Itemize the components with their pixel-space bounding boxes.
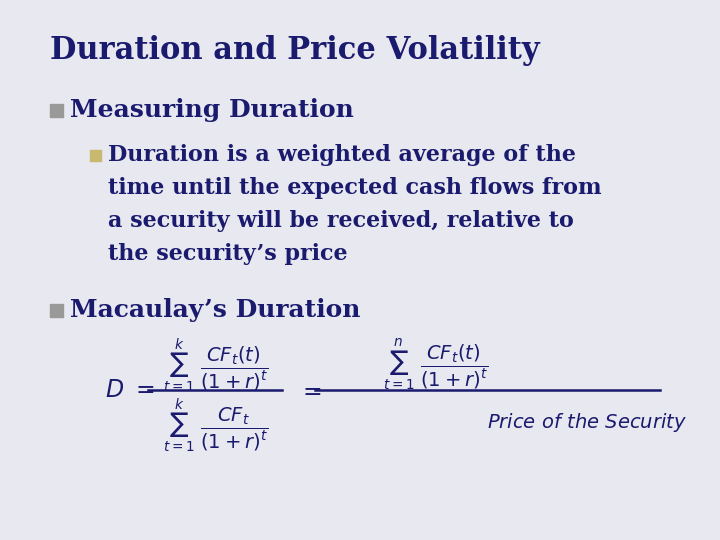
Bar [50, 104, 63, 117]
Text: Macaulay’s Duration: Macaulay’s Duration [70, 298, 361, 322]
Bar [90, 150, 101, 160]
Text: Measuring Duration: Measuring Duration [70, 98, 354, 122]
Text: Duration and Price Volatility: Duration and Price Volatility [50, 35, 539, 66]
Text: Duration is a weighted average of the: Duration is a weighted average of the [108, 144, 576, 166]
Text: $\sum_{\,t=1}^{k}\ \dfrac{CF_t}{(1+r)^t}$: $\sum_{\,t=1}^{k}\ \dfrac{CF_t}{(1+r)^t}… [161, 396, 269, 454]
Text: a security will be received, relative to: a security will be received, relative to [108, 210, 574, 232]
Text: the security’s price: the security’s price [108, 243, 348, 265]
Text: time until the expected cash flows from: time until the expected cash flows from [108, 177, 602, 199]
Text: $Price\ of\ the\ Security$: $Price\ of\ the\ Security$ [487, 410, 687, 434]
Text: $=$: $=$ [298, 378, 322, 402]
Text: $D\ =$: $D\ =$ [105, 378, 155, 402]
Text: $\sum_{\,t=1}^{k}\ \dfrac{CF_t(t)}{(1+r)^t}$: $\sum_{\,t=1}^{k}\ \dfrac{CF_t(t)}{(1+r)… [161, 336, 269, 394]
Bar [50, 303, 63, 316]
Text: $\sum_{\,t=1}^{n}\ \dfrac{CF_t(t)}{(1+r)^t}$: $\sum_{\,t=1}^{n}\ \dfrac{CF_t(t)}{(1+r)… [382, 338, 488, 392]
